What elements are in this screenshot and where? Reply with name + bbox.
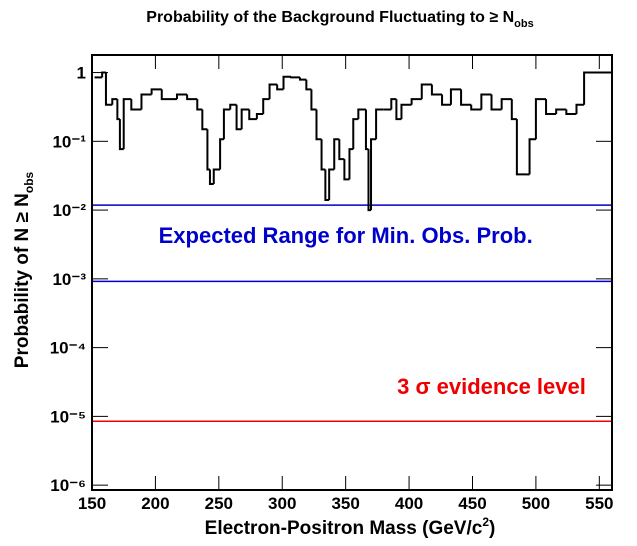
histogram-bin [116, 99, 120, 121]
histogram-bin [262, 98, 270, 114]
histogram-bin [338, 139, 345, 161]
histogram-bin [299, 77, 307, 81]
histogram-bin [490, 94, 502, 111]
histogram-bin [282, 75, 292, 90]
histogram-bin [395, 99, 402, 121]
histogram-bin [118, 119, 124, 151]
histogram-bin [370, 138, 377, 211]
histogram-bin [343, 159, 350, 181]
x-tick-label: 200 [141, 494, 169, 513]
histogram-bin [410, 98, 422, 105]
histogram-bin [400, 103, 412, 120]
x-label-sup: 2 [482, 515, 489, 529]
histogram-bin [352, 118, 359, 150]
histogram-bin [375, 108, 384, 140]
x-tick-label: 400 [395, 494, 423, 513]
histogram-bin [324, 169, 330, 202]
y-label-text: Probability of N ≥ N [12, 193, 33, 368]
x-tick-label: 450 [458, 494, 486, 513]
histogram-bin [229, 103, 237, 110]
y-tick-label: 1 [77, 64, 86, 83]
histogram-bin [255, 112, 264, 120]
annotation: Expected Range for Min. Obs. Prob. [159, 223, 533, 248]
histogram-bin [480, 93, 492, 110]
y-tick-label: 10⁻⁴ [50, 339, 86, 358]
histogram-bin [534, 98, 547, 140]
histogram-bin [240, 108, 250, 130]
histogram-bin [357, 108, 366, 120]
histogram-bin [449, 88, 462, 105]
histogram-bin [111, 98, 118, 105]
histogram-bin [315, 109, 322, 141]
histogram-bin [290, 76, 300, 79]
histogram-bin [305, 79, 312, 91]
histogram-bin [555, 108, 567, 114]
histogram-bin [364, 109, 369, 151]
histogram-bin [367, 149, 372, 212]
x-tick-label: 300 [268, 494, 296, 513]
histogram-bin [206, 129, 210, 171]
histogram-bin [348, 148, 354, 180]
histogram-bin [235, 104, 242, 131]
histogram-bin [208, 169, 214, 185]
histogram-bin [186, 94, 198, 101]
title-text: Probability of the Background Fluctuatin… [146, 9, 514, 26]
histogram-bin [575, 103, 585, 114]
histogram-bin [150, 88, 162, 95]
histogram-bin [545, 99, 557, 115]
histogram-bin [212, 168, 221, 184]
y-tick-label: 10⁻³ [52, 270, 86, 289]
histogram-bin [122, 98, 132, 150]
histogram-bin [268, 83, 278, 100]
x-tick-label: 150 [78, 494, 106, 513]
x-tick-label: 500 [522, 494, 550, 513]
histogram-bin [470, 104, 482, 111]
histogram-bin [333, 138, 340, 170]
histogram-bin [160, 89, 177, 101]
histogram-bin [500, 98, 512, 110]
x-label-tail: ) [489, 518, 495, 539]
histogram-bin [140, 93, 152, 110]
histogram-bin [222, 108, 231, 140]
x-axis-label: Electron-Positron Mass (GeV/c2) [205, 515, 496, 539]
chart-title: Probability of the Background Fluctuatin… [146, 9, 533, 30]
histogram-bin [510, 99, 517, 121]
histogram-bin [248, 109, 257, 121]
histogram-bin [390, 98, 397, 110]
x-tick-label: 550 [585, 494, 613, 513]
histogram-bin [196, 99, 203, 111]
y-axis-label: Probability of N ≥ Nobs [12, 171, 36, 368]
histogram-bin [201, 109, 208, 131]
y-label-sub: obs [22, 171, 36, 193]
histogram-bin [420, 83, 432, 100]
histogram-bin [528, 138, 536, 175]
histogram-bin [130, 99, 142, 111]
histogram-bin [460, 89, 472, 106]
x-tick-label: 350 [331, 494, 359, 513]
y-tick-label: 10⁻⁶ [50, 476, 86, 495]
histogram-bin [276, 84, 284, 91]
y-tick-label: 10⁻¹ [52, 132, 86, 151]
histogram-bin [328, 168, 335, 201]
title-sub: obs [514, 18, 534, 30]
annotation: 3 σ evidence level [397, 374, 586, 399]
histogram-bin [565, 109, 577, 115]
plot-frame [91, 54, 613, 491]
histogram-bin [175, 93, 188, 100]
histogram-bin [101, 71, 106, 78]
histogram-bin [583, 71, 612, 105]
y-tick-label: 10⁻⁵ [50, 407, 86, 426]
histogram-bin [310, 89, 317, 111]
histogram-bin [320, 139, 326, 171]
histogram-bin [441, 94, 451, 106]
histogram-bin [515, 119, 528, 176]
x-label-text: Electron-Positron Mass (GeV/c [205, 518, 483, 539]
histogram-bin [430, 84, 443, 96]
histogram-bin [219, 138, 224, 170]
histogram-bin [104, 72, 113, 106]
x-tick-label: 250 [205, 494, 233, 513]
y-tick-label: 10⁻² [52, 201, 86, 220]
